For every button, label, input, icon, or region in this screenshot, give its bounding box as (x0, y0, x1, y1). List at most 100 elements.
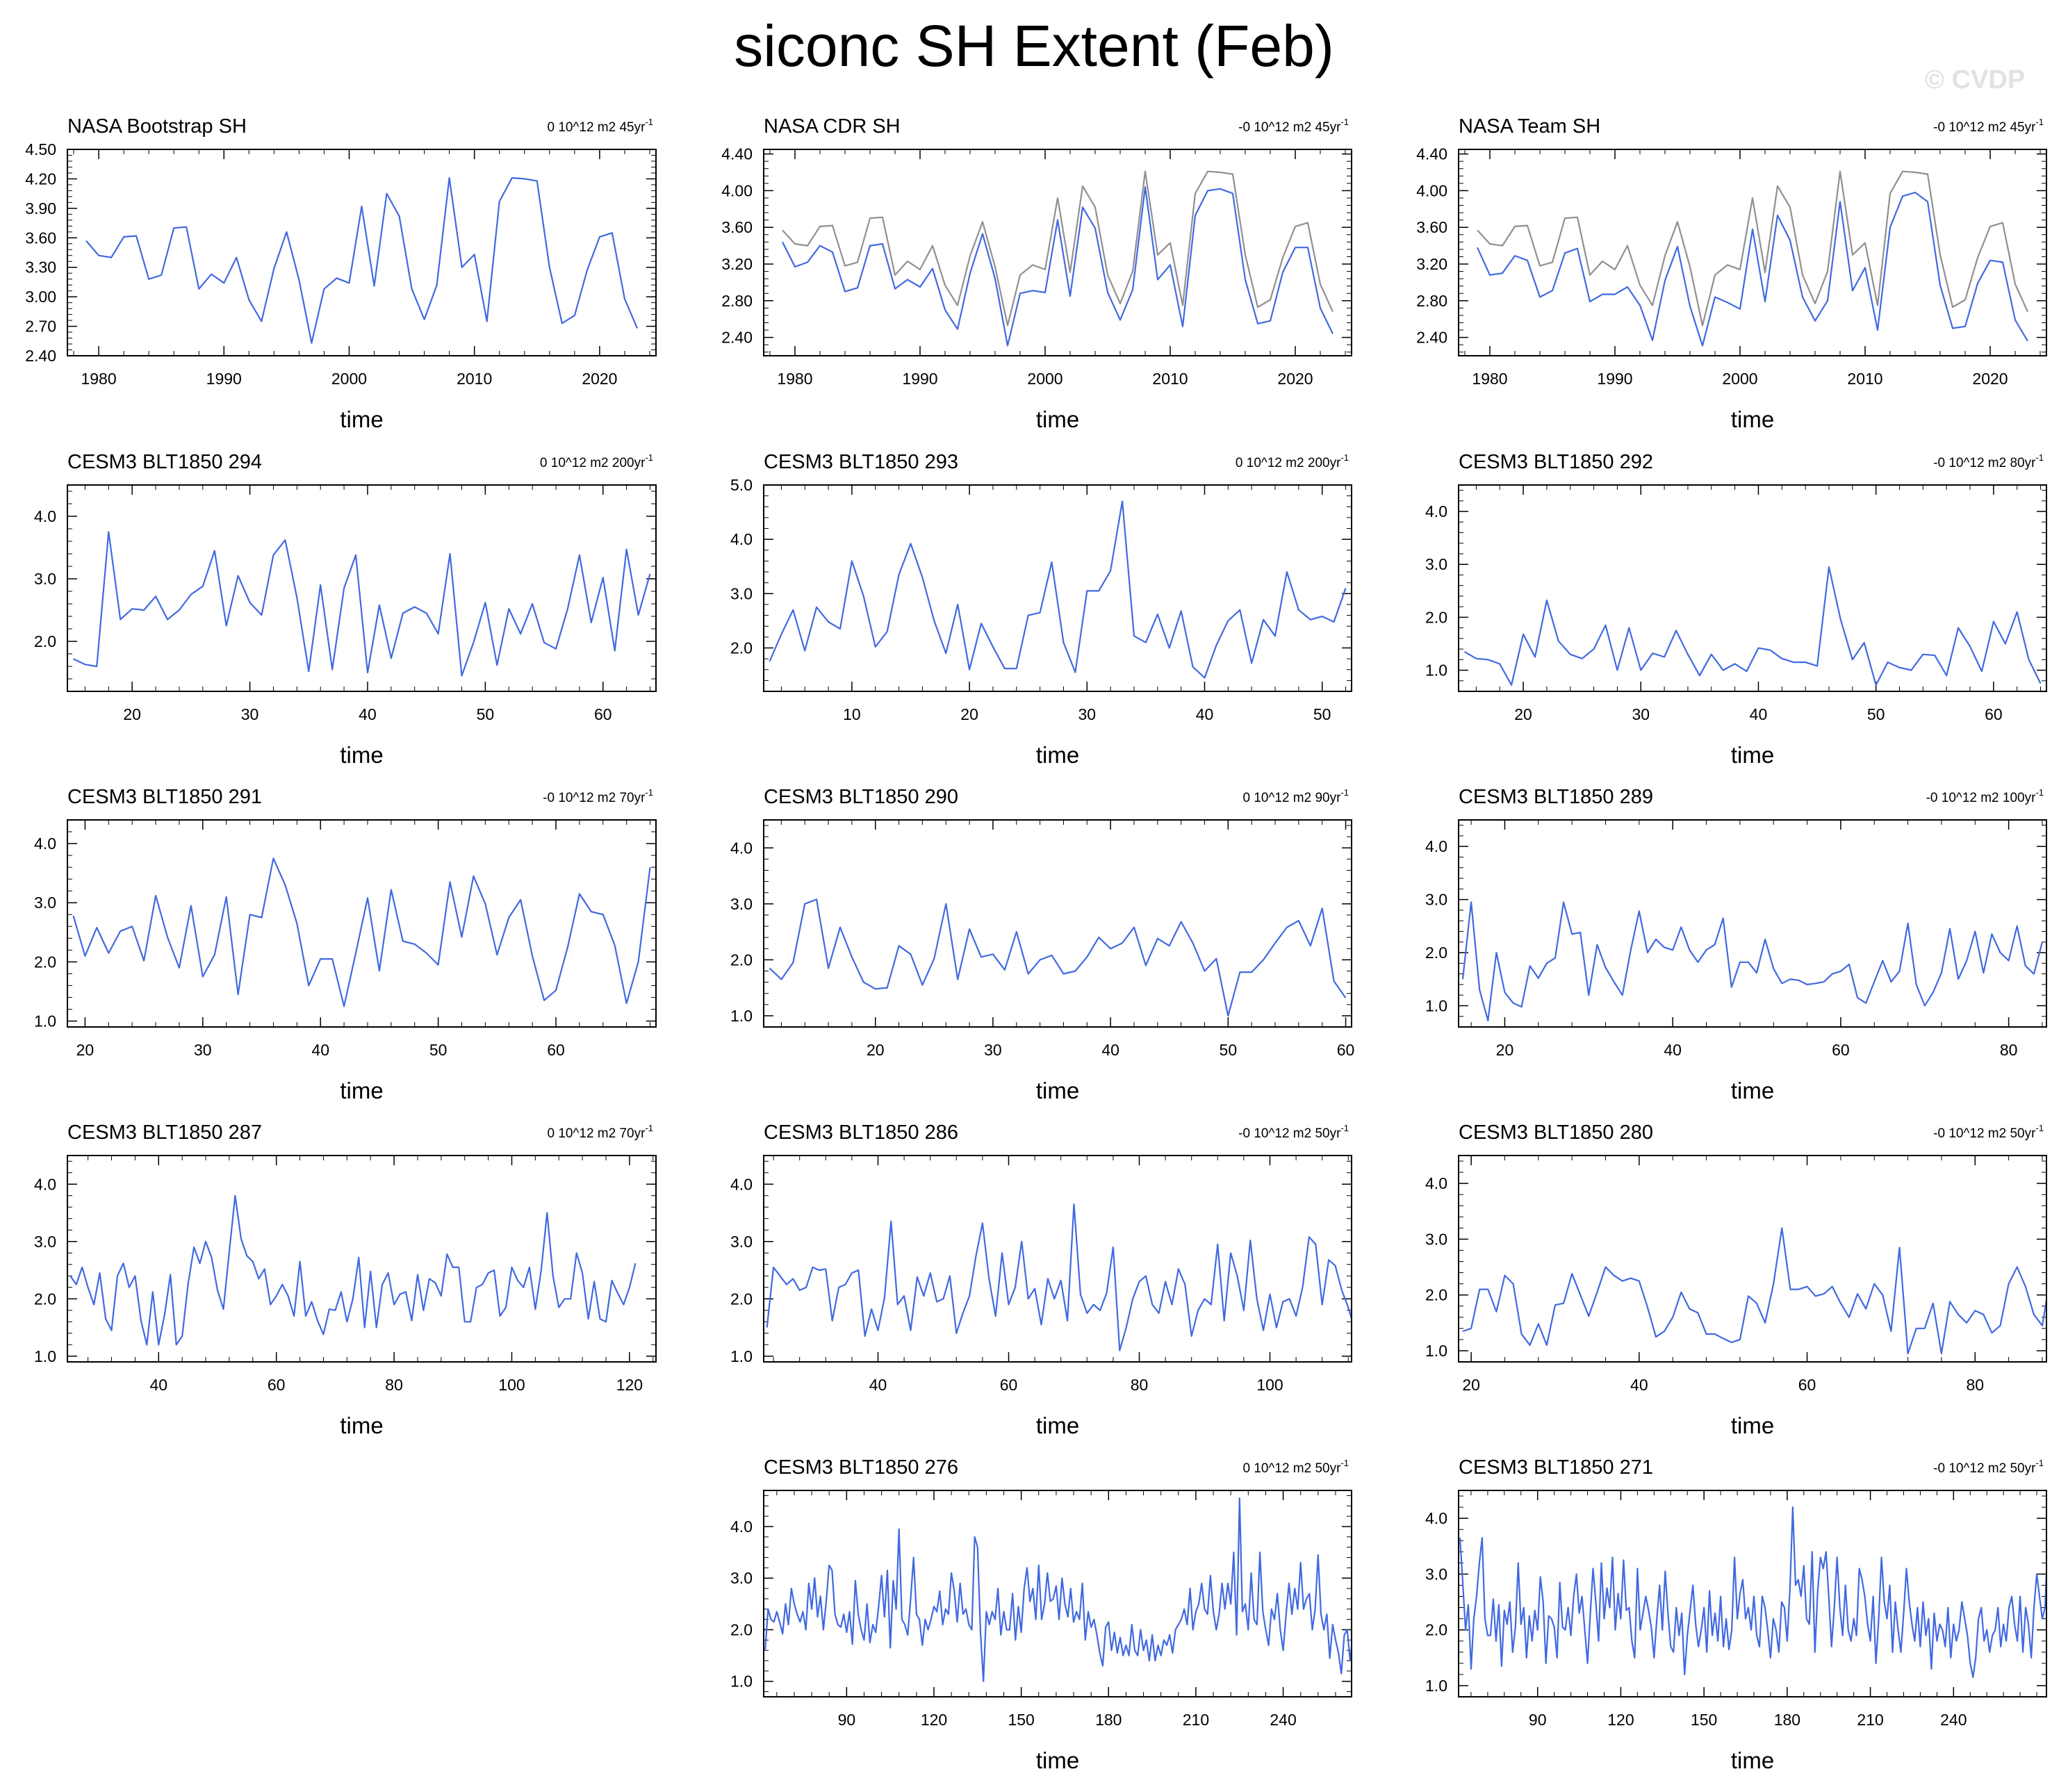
y-tick-label: 4.00 (721, 181, 753, 199)
panel-title: CESM3 BLT1850 271 (1459, 1456, 1653, 1479)
y-tick-label: 4.0 (730, 839, 753, 857)
plot-frame (1458, 1155, 2047, 1363)
y-tick-label: 2.0 (34, 953, 56, 971)
series-line (769, 898, 1347, 1017)
x-tick-label: 40 (1750, 705, 1768, 723)
x-tick-label: 30 (194, 1041, 212, 1059)
panel-title: CESM3 BLT1850 276 (764, 1456, 958, 1479)
y-tick-label: 1.0 (730, 1007, 753, 1025)
plot-frame (763, 149, 1352, 356)
panel-3: NASA Team SH -0 10^12 m2 45yr-1 1980 1990 20… (1416, 115, 2047, 432)
y-tick-label: 4.0 (34, 507, 56, 525)
x-tick-label: 240 (1940, 1711, 1967, 1729)
trend-label: 0 10^12 m2 70yr-1 (547, 1123, 653, 1141)
x-tick-label: 20 (1514, 705, 1532, 723)
y-tick-label: 3.0 (1425, 891, 1447, 909)
x-tick-label: 240 (1270, 1711, 1296, 1729)
y-tick-label: 4.0 (1425, 837, 1447, 855)
x-tick-label: 40 (149, 1376, 167, 1394)
x-tick-label: 60 (1798, 1376, 1816, 1394)
y-tick-label: 1.0 (34, 1347, 56, 1365)
x-tick-label: 60 (1832, 1041, 1850, 1059)
x-tick-label: 50 (1867, 705, 1885, 723)
y-tick-label: 3.90 (25, 199, 56, 217)
y-tick-label: 4.0 (34, 835, 56, 853)
x-tick-label: 20 (1462, 1376, 1480, 1394)
x-tick-label: 80 (1131, 1376, 1149, 1394)
y-tick-label: 3.20 (1416, 255, 1447, 273)
x-axis-label: time (340, 1078, 383, 1103)
x-tick-label: 50 (1220, 1041, 1238, 1059)
cvdp-watermark: © CVDP (1925, 65, 2026, 94)
x-tick-label: 1990 (902, 370, 937, 388)
panel-9: CESM3 BLT1850 289 -0 10^12 m2 100yr-1 20 40… (1425, 786, 2047, 1103)
panel-7: CESM3 BLT1850 291 -0 10^12 m2 70yr-1 20 30 4… (34, 786, 657, 1103)
y-tick-label: 3.0 (730, 1233, 753, 1251)
panel-6: CESM3 BLT1850 292 -0 10^12 m2 80yr-1 20 30 4… (1425, 451, 2047, 768)
panel-title: CESM3 BLT1850 286 (764, 1121, 958, 1144)
trend-label: -0 10^12 m2 80yr-1 (1933, 452, 2044, 470)
series-line (1476, 191, 2028, 347)
trend-label: -0 10^12 m2 70yr-1 (543, 787, 653, 805)
y-tick-label: 4.00 (1416, 181, 1447, 199)
x-tick-label: 40 (1101, 1041, 1119, 1059)
x-tick-label: 40 (311, 1041, 329, 1059)
y-tick-label: 5.0 (730, 476, 753, 494)
plot-frame (67, 149, 657, 356)
y-tick-label: 1.0 (730, 1672, 753, 1691)
y-tick-label: 2.80 (721, 292, 753, 310)
x-tick-label: 1980 (81, 370, 116, 388)
y-tick-label: 2.80 (1416, 292, 1447, 310)
x-tick-label: 50 (429, 1041, 448, 1059)
y-tick-label: 3.60 (1416, 218, 1447, 236)
y-tick-label: 2.0 (1425, 944, 1447, 962)
y-tick-label: 2.40 (721, 329, 753, 347)
panel-title: CESM3 BLT1850 289 (1459, 786, 1653, 808)
x-tick-label: 40 (359, 705, 377, 723)
y-tick-label: 2.0 (1425, 1286, 1447, 1304)
plot-frame (67, 1155, 657, 1363)
y-tick-label: 2.0 (1425, 1621, 1447, 1639)
x-tick-label: 2000 (1027, 370, 1062, 388)
series-line (72, 857, 651, 1008)
x-tick-label: 2010 (457, 370, 492, 388)
y-tick-label: 2.0 (730, 639, 753, 657)
y-tick-label: 3.0 (1425, 555, 1447, 573)
series-line (85, 176, 639, 344)
trend-label: 0 10^12 m2 90yr-1 (1242, 787, 1349, 805)
x-tick-label: 60 (594, 705, 612, 723)
series-line (782, 186, 1333, 347)
x-tick-label: 20 (76, 1041, 95, 1059)
x-tick-label: 60 (547, 1041, 565, 1059)
y-tick-label: 3.00 (25, 288, 56, 306)
y-tick-label: 3.60 (721, 218, 753, 236)
x-tick-label: 100 (498, 1376, 525, 1394)
x-tick-label: 90 (1529, 1711, 1547, 1729)
plot-frame (67, 819, 657, 1028)
x-tick-label: 30 (1632, 705, 1650, 723)
series-line (766, 1203, 1352, 1351)
x-tick-label: 60 (1985, 705, 2003, 723)
y-tick-label: 2.40 (25, 347, 56, 365)
y-tick-label: 1.0 (34, 1012, 56, 1030)
panel-14: CESM3 BLT1850 271 -0 10^12 m2 50yr-1 90 120… (1425, 1456, 2047, 1773)
y-tick-label: 2.0 (1425, 608, 1447, 626)
panel-title: CESM3 BLT1850 290 (764, 786, 958, 808)
y-tick-label: 2.0 (730, 951, 753, 969)
series-line (764, 1497, 1352, 1682)
plot-frame (1458, 819, 2047, 1028)
x-tick-label: 2010 (1152, 370, 1188, 388)
y-tick-label: 1.0 (1425, 1677, 1447, 1695)
x-tick-label: 2020 (582, 370, 617, 388)
y-tick-label: 4.40 (1416, 145, 1447, 163)
y-tick-label: 3.0 (34, 894, 56, 912)
x-tick-label: 150 (1691, 1711, 1717, 1729)
panel-title: CESM3 BLT1850 293 (764, 451, 958, 473)
x-tick-label: 60 (268, 1376, 286, 1394)
x-tick-label: 40 (869, 1376, 887, 1394)
trend-label: -0 10^12 m2 100yr-1 (1926, 787, 2044, 805)
plot-frame (1458, 1490, 2047, 1698)
panel-title: NASA Bootstrap SH (67, 115, 247, 138)
x-axis-label: time (340, 742, 383, 768)
